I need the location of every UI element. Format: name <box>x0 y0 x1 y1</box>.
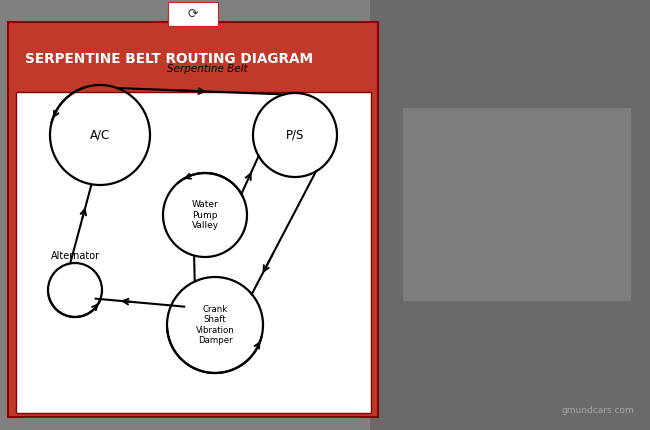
Text: SERPENTINE BELT ROUTING DIAGRAM: SERPENTINE BELT ROUTING DIAGRAM <box>25 52 313 66</box>
Text: Water
Pump
Valley: Water Pump Valley <box>192 200 218 230</box>
Bar <box>403 108 630 301</box>
Text: A/C: A/C <box>90 129 110 141</box>
Bar <box>16 30 370 90</box>
Text: gmundcars.com: gmundcars.com <box>561 406 634 415</box>
Bar <box>168 2 218 26</box>
Text: P/S: P/S <box>286 129 304 141</box>
Bar <box>8 22 378 417</box>
Bar <box>16 92 370 413</box>
Text: Crank
Shaft
Vibration
Damper: Crank Shaft Vibration Damper <box>196 305 235 345</box>
Text: ⟳: ⟳ <box>188 7 198 21</box>
Polygon shape <box>167 17 219 88</box>
Text: Serpentine Belt: Serpentine Belt <box>167 64 248 74</box>
Text: Alternator: Alternator <box>51 251 99 261</box>
Bar <box>370 0 650 430</box>
